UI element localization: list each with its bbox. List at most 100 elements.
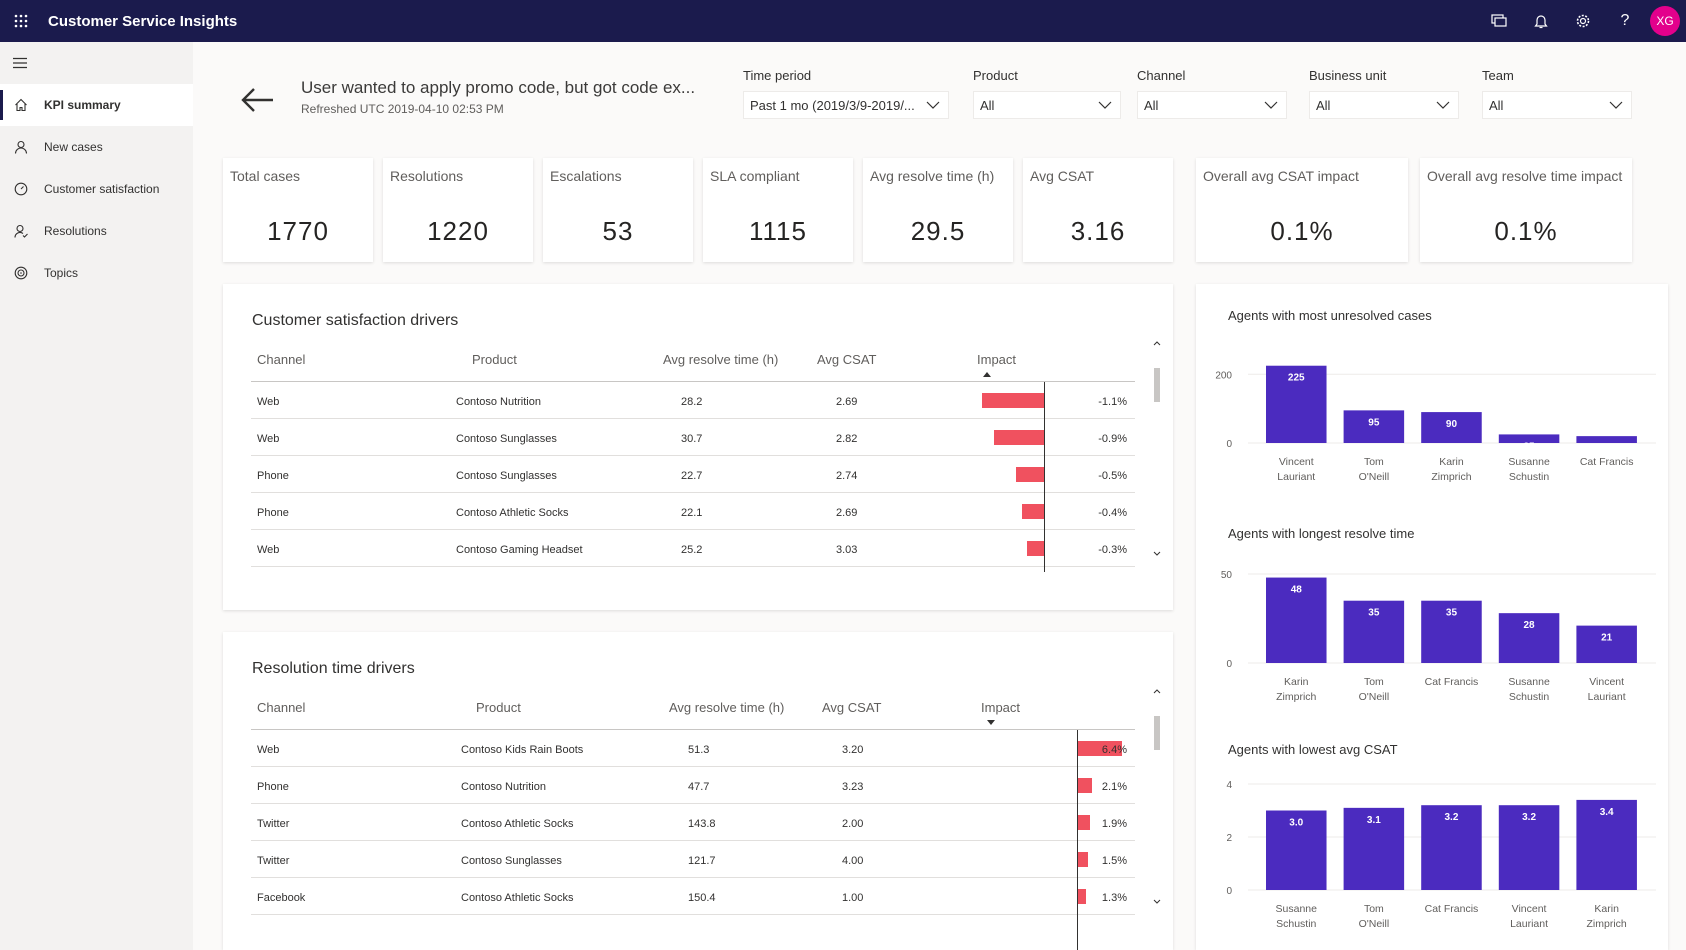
table-row[interactable]: Twitter Contoso Sunglasses 121.7 4.00 1.5% — [251, 841, 1135, 878]
x-tick-label: Cat Francis — [1580, 456, 1634, 468]
dropdown-value: All — [1316, 97, 1331, 113]
bar[interactable] — [1576, 625, 1637, 663]
column-header[interactable]: Product — [476, 700, 521, 715]
cell-csat: 3.20 — [842, 744, 864, 756]
bar[interactable] — [1343, 600, 1405, 663]
column-header[interactable]: Impact — [977, 352, 1017, 367]
bar[interactable] — [1498, 613, 1560, 663]
kpi-avg-resolve-time[interactable]: Avg resolve time (h) 29.5 — [863, 158, 1013, 262]
impact-bar[interactable] — [993, 430, 1044, 445]
column-header[interactable]: Avg resolve time (h) — [663, 352, 779, 367]
table-row[interactable]: Web Contoso Sunglasses 30.7 2.82 -0.9% — [251, 419, 1135, 456]
impact-bar[interactable] — [1021, 504, 1044, 519]
column-header[interactable]: Channel — [257, 352, 306, 367]
cell-resolve: 47.7 — [688, 781, 710, 793]
chat-icon[interactable] — [1478, 0, 1520, 42]
table-row[interactable]: Phone Contoso Nutrition 47.7 3.23 2.1% — [251, 767, 1135, 804]
bar[interactable] — [1343, 410, 1405, 443]
sidebar-item-label: Customer satisfaction — [44, 182, 160, 196]
bar[interactable] — [1498, 805, 1560, 890]
team-dropdown[interactable]: All — [1482, 91, 1632, 119]
bar[interactable] — [1576, 799, 1637, 890]
table-row[interactable]: Web Contoso Gaming Headset 25.2 3.03 -0.3% — [251, 530, 1135, 567]
kpi-avg-csat[interactable]: Avg CSAT 3.16 — [1023, 158, 1173, 262]
table-row[interactable]: Phone Contoso Athletic Socks 22.1 2.69 -0.4% — [251, 493, 1135, 530]
scrollbar[interactable] — [1153, 340, 1161, 560]
impact-bar[interactable] — [1077, 852, 1088, 867]
sidebar-item-new-cases[interactable]: New cases — [0, 126, 193, 168]
help-icon[interactable]: ? — [1620, 12, 1630, 29]
scrollbar[interactable] — [1153, 688, 1161, 908]
impact-bar[interactable] — [1077, 741, 1122, 756]
channel-dropdown[interactable]: All — [1137, 91, 1287, 119]
sidebar-item-topics[interactable]: Topics — [0, 252, 193, 294]
time-period-dropdown[interactable]: Past 1 mo (2019/3/9-2019/... — [743, 91, 949, 119]
bar[interactable] — [1266, 577, 1327, 663]
bar[interactable] — [1421, 412, 1482, 443]
column-header[interactable]: Avg resolve time (h) — [669, 700, 785, 715]
impact-bar[interactable] — [982, 393, 1044, 408]
sidebar-item-customer-satisfaction[interactable]: Customer satisfaction — [0, 168, 193, 210]
avatar[interactable]: XG — [1650, 6, 1680, 36]
impact-bar[interactable] — [1077, 889, 1087, 904]
cell-resolve: 51.3 — [688, 744, 710, 756]
impact-bar[interactable] — [1077, 778, 1092, 793]
chevron-down-icon — [1436, 101, 1450, 109]
y-tick-label: 0 — [1226, 659, 1232, 670]
y-tick-label: 0 — [1226, 886, 1232, 897]
cell-channel: Web — [257, 433, 280, 445]
kpi-overall-resolve-time-impact[interactable]: Overall avg resolve time impact 0.1% — [1420, 158, 1632, 262]
filter-label: Team — [1482, 68, 1514, 83]
kpi-value: 0.1% — [1270, 216, 1334, 246]
kpi-total-cases[interactable]: Total cases 1770 — [223, 158, 373, 262]
x-tick-label: Lauriant — [1277, 471, 1315, 483]
impact-bar[interactable] — [1077, 815, 1091, 830]
business-unit-dropdown[interactable]: All — [1309, 91, 1459, 119]
sidebar-item-resolutions[interactable]: Resolutions — [0, 210, 193, 252]
x-tick-label: Lauriant — [1588, 691, 1626, 703]
chevron-down-icon — [1264, 101, 1278, 109]
bar[interactable] — [1421, 805, 1482, 890]
impact-bar[interactable] — [1016, 467, 1044, 482]
data-label: 225 — [1288, 373, 1305, 384]
sidebar-item-label: Resolutions — [44, 224, 107, 238]
column-header[interactable]: Avg CSAT — [822, 700, 882, 715]
product-dropdown[interactable]: All — [973, 91, 1121, 119]
impact-bar[interactable] — [1027, 541, 1044, 556]
kpi-overall-csat-impact[interactable]: Overall avg CSAT impact 0.1% — [1196, 158, 1408, 262]
table-row[interactable]: Phone Contoso Sunglasses 22.7 2.74 -0.5% — [251, 456, 1135, 493]
back-arrow-icon[interactable] — [239, 82, 275, 118]
impact-value: 2.1% — [1101, 781, 1127, 793]
impact-value: -0.9% — [1098, 433, 1127, 445]
kpi-sla-compliant[interactable]: SLA compliant 1115 — [703, 158, 853, 262]
kpi-resolutions[interactable]: Resolutions 1220 — [383, 158, 533, 262]
y-tick-label: 0 — [1226, 439, 1232, 450]
table-row[interactable]: Facebook Contoso Athletic Socks 150.4 1.00 1… — [251, 878, 1135, 915]
kpi-label: SLA compliant — [710, 168, 800, 184]
bar[interactable] — [1343, 807, 1405, 890]
bar[interactable] — [1576, 436, 1637, 443]
impact-value: 1.9% — [1101, 818, 1127, 830]
table-row[interactable]: Web Contoso Nutrition 28.2 2.69 -1.1% — [251, 382, 1135, 419]
bar[interactable] — [1498, 434, 1560, 443]
column-header[interactable]: Product — [472, 352, 517, 367]
kpi-value: 3.16 — [1070, 216, 1126, 246]
kpi-escalations[interactable]: Escalations 53 — [543, 158, 693, 262]
column-header[interactable]: Channel — [257, 700, 306, 715]
column-header[interactable]: Impact — [981, 700, 1021, 715]
app-title[interactable]: Customer Service Insights — [48, 12, 238, 30]
sidebar-item-kpi-summary[interactable]: KPI summary — [0, 84, 193, 126]
filter-team: Team All — [1482, 68, 1632, 119]
bar[interactable] — [1421, 600, 1482, 663]
bar[interactable] — [1266, 365, 1327, 443]
waffle-icon[interactable] — [0, 0, 42, 42]
bar[interactable] — [1266, 810, 1327, 891]
bell-icon[interactable] — [1520, 0, 1562, 42]
x-tick-label: Vincent — [1589, 676, 1624, 688]
table-row[interactable]: Web Contoso Kids Rain Boots 51.3 3.20 6.4% — [251, 730, 1135, 767]
hamburger-icon[interactable] — [0, 42, 193, 84]
column-header[interactable]: Avg CSAT — [817, 352, 877, 367]
gear-icon[interactable] — [1562, 0, 1604, 42]
data-label: 3.2 — [1445, 812, 1459, 823]
table-row[interactable]: Twitter Contoso Athletic Socks 143.8 2.00 1.… — [251, 804, 1135, 841]
